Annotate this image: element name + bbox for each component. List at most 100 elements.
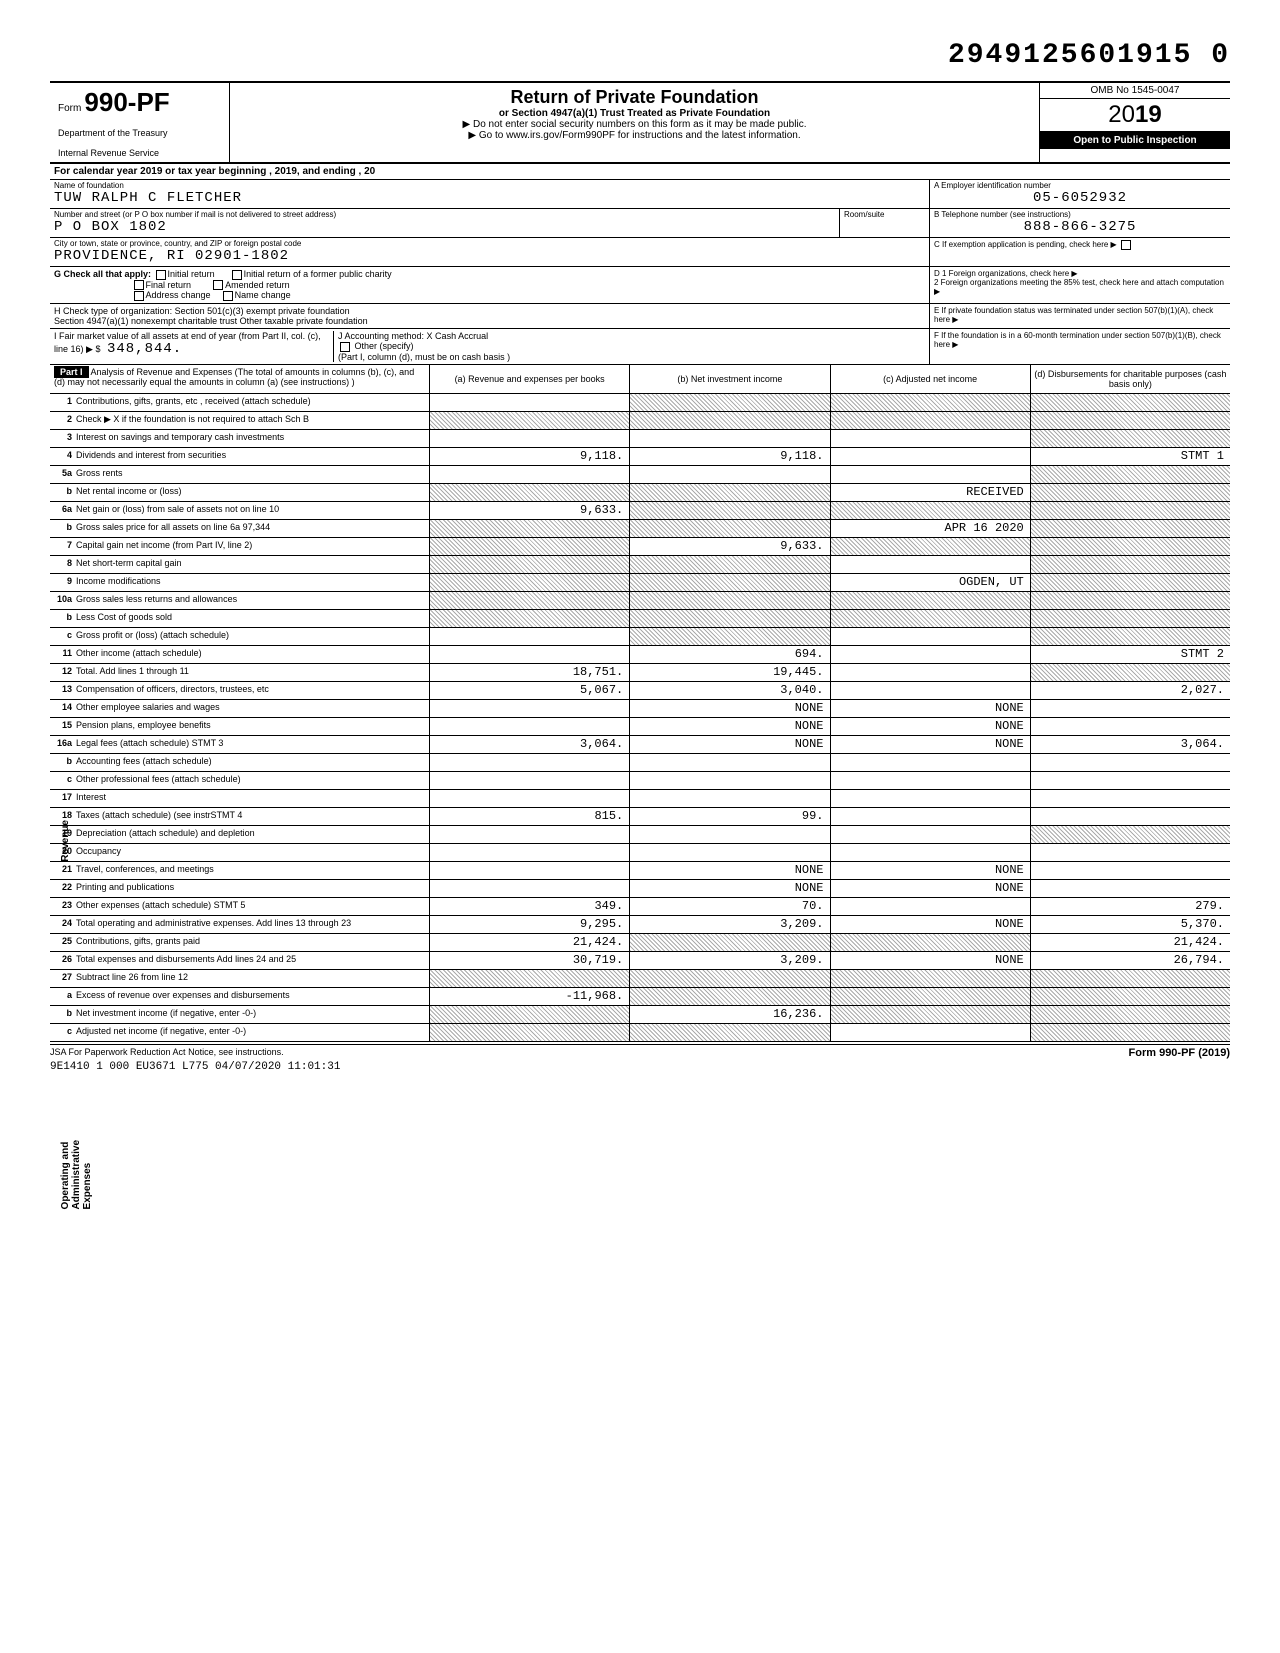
form-container: 2949125601915 0 Form 990-PF Department o… [50, 40, 1230, 1073]
tel-value: 888-866-3275 [930, 219, 1230, 237]
data-cell-b: 9,118. [630, 448, 830, 465]
cb-amended[interactable] [213, 280, 223, 290]
data-cell-a [430, 556, 630, 573]
data-cell-a: 5,067. [430, 682, 630, 699]
row-desc: 4Dividends and interest from securities [50, 448, 430, 465]
data-cell-a [430, 1006, 630, 1023]
row-desc: 21Travel, conferences, and meetings [50, 862, 430, 879]
row-number: 9 [54, 576, 76, 589]
row-text: Net gain or (loss) from sale of assets n… [76, 504, 425, 517]
data-cell-a [430, 538, 630, 555]
data-cell-c [831, 628, 1031, 645]
data-cell-b [630, 610, 830, 627]
irs: Internal Revenue Service [58, 148, 221, 158]
cb-initial-former[interactable] [232, 270, 242, 280]
data-cell-d: 5,370. [1031, 916, 1230, 933]
year-bold: 19 [1135, 101, 1162, 128]
row-number: b [54, 486, 76, 499]
row-number: 21 [54, 864, 76, 877]
cb-addr-change[interactable] [134, 291, 144, 301]
section-d: D 1 Foreign organizations, check here ▶ … [930, 267, 1230, 303]
data-cell-d [1031, 502, 1230, 519]
data-cell-a [430, 1024, 630, 1041]
section-ij-row: I Fair market value of all assets at end… [50, 329, 1230, 365]
table-row: 13Compensation of officers, directors, t… [50, 682, 1230, 700]
data-cell-b [630, 790, 830, 807]
table-row: 24Total operating and administrative exp… [50, 916, 1230, 934]
col-b-head: (b) Net investment income [630, 365, 830, 393]
cb-other[interactable] [340, 342, 350, 352]
table-row: 25Contributions, gifts, grants paid21,42… [50, 934, 1230, 952]
data-cell-c: NONE [831, 880, 1031, 897]
omb-number: OMB No 1545-0047 [1040, 83, 1230, 99]
batch-info: 9E1410 1 000 EU3671 L775 04/07/2020 11:0… [50, 1061, 1230, 1073]
row-text: Total expenses and disbursements Add lin… [76, 954, 425, 967]
ein-label: A Employer identification number [930, 180, 1230, 190]
g-name-change: Name change [235, 290, 291, 300]
data-cell-c: NONE [831, 952, 1031, 969]
city-value: PROVIDENCE, RI 02901-1802 [50, 248, 929, 266]
data-cell-a: 815. [430, 808, 630, 825]
data-cell-d: STMT 1 [1031, 448, 1230, 465]
data-cell-d [1031, 790, 1230, 807]
data-cell-d [1031, 862, 1230, 879]
data-cell-c [831, 970, 1031, 987]
row-number: 23 [54, 900, 76, 913]
row-desc: 2Check ▶ X if the foundation is not requ… [50, 412, 430, 429]
table-row: 17Interest [50, 790, 1230, 808]
form-header: Form 990-PF Department of the Treasury I… [50, 81, 1230, 164]
j-other: Other (specify) [355, 341, 414, 351]
table-row: 15Pension plans, employee benefitsNONENO… [50, 718, 1230, 736]
row-number: 2 [54, 414, 76, 427]
expenses-side-label: Operating and Administrative Expenses [60, 1140, 93, 1209]
addr-left: Number and street (or P O box number if … [50, 209, 840, 237]
data-cell-b [630, 628, 830, 645]
data-cell-b [630, 412, 830, 429]
row-text: Check ▶ X if the foundation is not requi… [76, 414, 425, 427]
data-cell-d [1031, 1006, 1230, 1023]
row-desc: 9Income modifications [50, 574, 430, 591]
data-cell-a: 9,633. [430, 502, 630, 519]
row-text: Subtract line 26 from line 12 [76, 972, 425, 985]
row-text: Other employee salaries and wages [76, 702, 425, 715]
row-number: 5a [54, 468, 76, 481]
row-number: 15 [54, 720, 76, 733]
table-row: 2Check ▶ X if the foundation is not requ… [50, 412, 1230, 430]
data-cell-a: 9,118. [430, 448, 630, 465]
row-desc: 15Pension plans, employee benefits [50, 718, 430, 735]
row-desc: 20Occupancy [50, 844, 430, 861]
c-checkbox[interactable] [1121, 240, 1131, 250]
data-cell-c: NONE [831, 916, 1031, 933]
g-initial-former: Initial return of a former public charit… [244, 269, 392, 279]
data-cell-b: 3,209. [630, 952, 830, 969]
row-number: 17 [54, 792, 76, 805]
row-text: Net short-term capital gain [76, 558, 425, 571]
table-row: 11Other income (attach schedule)694.STMT… [50, 646, 1230, 664]
part1-label-block: Part I Analysis of Revenue and Expenses … [50, 365, 430, 393]
cb-final[interactable] [134, 280, 144, 290]
row-number: b [54, 612, 76, 625]
form-subtitle: or Section 4947(a)(1) Trust Treated as P… [238, 108, 1031, 119]
row-desc: 1Contributions, gifts, grants, etc , rec… [50, 394, 430, 411]
row-text: Adjusted net income (if negative, enter … [76, 1026, 425, 1039]
name-label: Name of foundation [50, 180, 929, 190]
data-cell-c [831, 556, 1031, 573]
data-cell-d [1031, 574, 1230, 591]
row-desc: 23Other expenses (attach schedule) STMT … [50, 898, 430, 915]
row-desc: bLess Cost of goods sold [50, 610, 430, 627]
row-number: 16a [54, 738, 76, 751]
row-number: 24 [54, 918, 76, 931]
data-cell-a [430, 826, 630, 843]
section-g-row: G Check all that apply: Initial return I… [50, 267, 1230, 304]
cb-initial[interactable] [156, 270, 166, 280]
data-cell-a [430, 970, 630, 987]
data-cell-b [630, 772, 830, 789]
data-rows: 1Contributions, gifts, grants, etc , rec… [50, 394, 1230, 1042]
row-number: 11 [54, 648, 76, 661]
tel-label: B Telephone number (see instructions) [930, 209, 1230, 219]
cb-name-change[interactable] [223, 291, 233, 301]
data-cell-c: NONE [831, 700, 1031, 717]
data-cell-b: NONE [630, 736, 830, 753]
table-row: bNet rental income or (loss)RECEIVED [50, 484, 1230, 502]
footer: JSA For Paperwork Reduction Act Notice, … [50, 1044, 1230, 1059]
